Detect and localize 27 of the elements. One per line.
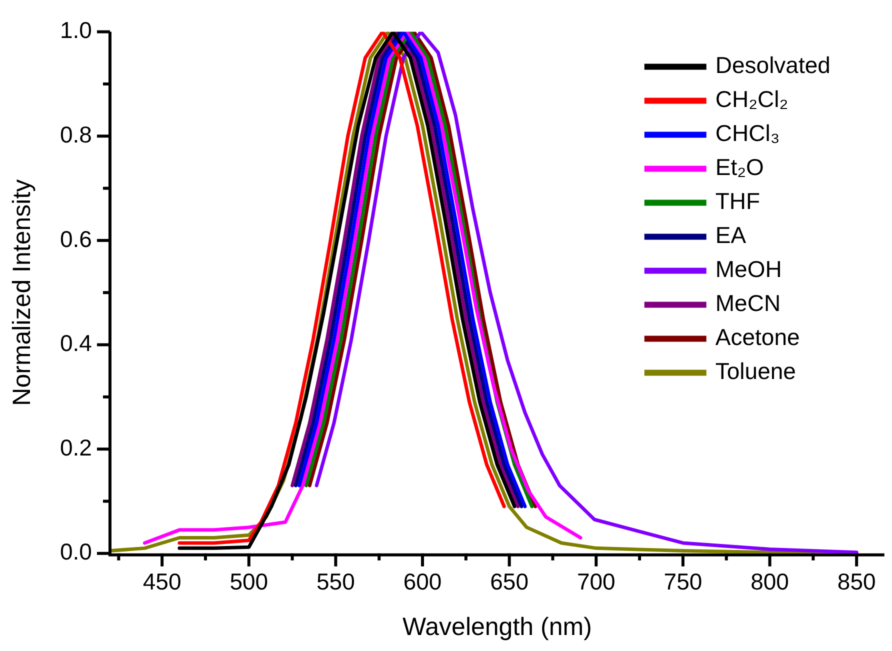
x-tick-label: 450 [142,568,182,595]
legend-label: Desolvated [715,52,830,78]
legend-label: CH₂Cl₂ [715,86,788,112]
x-tick-label: 650 [490,568,529,595]
x-tick-label: 550 [316,568,355,595]
legend-label: MeCN [715,290,781,316]
x-tick-label: 700 [576,568,616,595]
x-tick-label: 500 [230,568,268,595]
legend-label: THF [715,188,760,214]
y-tick-label: 0.0 [60,538,92,565]
legend-label: Acetone [715,324,800,350]
y-tick-label: 0.2 [60,434,92,460]
y-axis-title: Normalized Intensity [8,178,36,406]
x-tick-label: 750 [664,568,702,595]
x-tick-label: 600 [403,568,442,595]
x-axis-title: Wavelength (nm) [402,612,592,641]
legend-label: MeOH [715,256,782,282]
x-tick-label: 800 [750,568,789,595]
legend-label: Et₂O [715,154,764,180]
x-tick-label: 850 [837,568,876,595]
y-tick-label: 0.8 [60,121,92,148]
legend-label: CHCl₃ [715,120,780,146]
y-tick-label: 0.4 [60,330,92,356]
y-tick-label: 0.6 [60,226,92,252]
y-tick-label: 1.0 [60,17,92,44]
legend-label: Toluene [715,358,796,384]
legend-label: EA [715,222,747,248]
